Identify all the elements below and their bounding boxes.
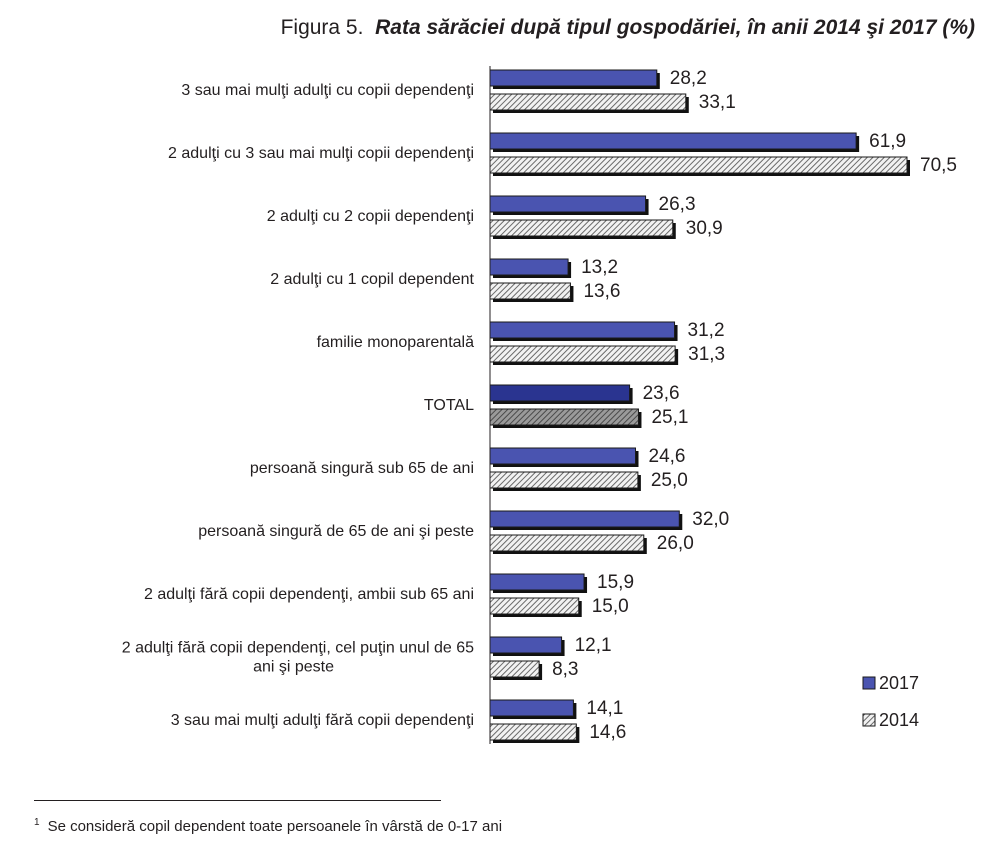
bar-2017 <box>489 132 857 150</box>
bar-2017 <box>489 510 680 528</box>
category-label-line: TOTAL <box>424 397 474 414</box>
value-label-2014: 26,0 <box>657 533 694 554</box>
value-label-2017: 14,1 <box>586 698 623 719</box>
category-label: persoană singură de 65 de ani şi peste <box>198 523 474 540</box>
legend: 2017 2014 <box>862 673 919 730</box>
legend-label-2017: 2017 <box>879 673 919 693</box>
bar-2017 <box>489 258 569 276</box>
category-label-line: 2 adulţi fără copii dependenţi, ambii su… <box>144 586 474 603</box>
footnote-text: Se consideră copil dependent toate perso… <box>47 818 503 835</box>
category-label: 3 sau mai mulţi adulţi cu copii dependen… <box>181 82 474 99</box>
value-label-2017: 13,2 <box>581 257 618 278</box>
bar-2014 <box>489 597 580 615</box>
bar-2014 <box>489 282 571 300</box>
category-label: 3 sau mai mulţi adulţi fără copii depend… <box>171 712 474 729</box>
category-label-line: 3 sau mai mulţi adulţi cu copii dependen… <box>181 82 474 99</box>
bar-2017 <box>489 321 676 339</box>
value-label-2014: 33,1 <box>699 92 736 113</box>
bar-chart: 3 sau mai mulţi adulţi cu copii dependen… <box>122 66 957 744</box>
value-label-2014: 8,3 <box>552 659 578 680</box>
category-label: familie monoparentală <box>317 334 475 351</box>
category-label-line: 2 adulţi cu 1 copil dependent <box>270 271 474 288</box>
category-label: 2 adulţi fără copii dependenţi, cel puţi… <box>122 640 474 676</box>
bar-2014 <box>489 93 687 111</box>
value-label-2017: 32,0 <box>692 509 729 530</box>
chart-title: Figura 5. Rata sărăciei după tipul gospo… <box>0 16 975 40</box>
category-label: TOTAL <box>424 397 474 414</box>
bar-2014 <box>489 471 639 489</box>
value-label-2017: 24,6 <box>649 446 686 467</box>
category-label-line: 3 sau mai mulţi adulţi fără copii depend… <box>171 712 474 729</box>
bar-layer: 3 sau mai mulţi adulţi cu copii dependen… <box>122 66 957 744</box>
footnote-marker: 1 <box>34 817 40 828</box>
category-label: 2 adulţi cu 2 copii dependenţi <box>267 208 474 225</box>
bar-2017 <box>489 699 574 717</box>
bar-2017 <box>489 195 647 213</box>
bar-2014 <box>489 723 577 741</box>
category-label-line: familie monoparentală <box>317 334 475 351</box>
bar-2014 <box>489 534 645 552</box>
bar-2014 <box>489 660 540 678</box>
value-label-2014: 15,0 <box>592 596 629 617</box>
bar-2017 <box>489 384 631 402</box>
bar-2014 <box>489 408 639 426</box>
legend-label-2014: 2014 <box>879 710 919 730</box>
bar-2014 <box>489 345 676 363</box>
category-label: 2 adulţi fără copii dependenţi, ambii su… <box>144 586 474 603</box>
bar-2017 <box>489 636 563 654</box>
category-label-line: persoană singură sub 65 de ani <box>250 460 474 477</box>
value-label-2014: 14,6 <box>589 722 626 743</box>
value-label-2017: 31,2 <box>688 320 725 341</box>
value-label-2014: 25,1 <box>651 407 688 428</box>
category-label-line: 2 adulţi cu 3 sau mai mulţi copii depend… <box>168 145 474 162</box>
value-label-2014: 31,3 <box>688 344 725 365</box>
bar-2014 <box>489 156 908 174</box>
bar-2017 <box>489 573 585 591</box>
value-label-2014: 70,5 <box>920 155 957 176</box>
figure-number: Figura 5. <box>280 16 364 39</box>
category-label: persoană singură sub 65 de ani <box>250 460 474 477</box>
value-label-2014: 13,6 <box>583 281 620 302</box>
legend-swatch-2017 <box>862 676 876 690</box>
bar-2014 <box>489 219 674 237</box>
value-label-2014: 25,0 <box>651 470 688 491</box>
value-label-2017: 12,1 <box>575 635 612 656</box>
value-label-2014: 30,9 <box>686 218 723 239</box>
category-label: 2 adulţi cu 3 sau mai mulţi copii depend… <box>168 145 474 162</box>
category-label-line: 2 adulţi cu 2 copii dependenţi <box>267 208 474 225</box>
bar-2017 <box>489 447 637 465</box>
value-label-2017: 28,2 <box>670 68 707 89</box>
footnote: 1 Se consideră copil dependent toate pers… <box>34 817 503 835</box>
value-label-2017: 61,9 <box>869 131 906 152</box>
category-label-line: persoană singură de 65 de ani şi peste <box>198 523 474 540</box>
category-label: 2 adulţi cu 1 copil dependent <box>270 271 474 288</box>
footnote-divider <box>34 800 441 801</box>
figure-title: Rata sărăciei după tipul gospodăriei, în… <box>375 16 975 39</box>
value-label-2017: 15,9 <box>597 572 634 593</box>
bar-2017 <box>489 69 658 87</box>
value-label-2017: 26,3 <box>659 194 696 215</box>
category-label-line: ani şi peste <box>253 659 334 676</box>
category-label-line: 2 adulţi fără copii dependenţi, cel puţi… <box>122 640 474 657</box>
legend-swatch-2014 <box>862 713 876 727</box>
value-label-2017: 23,6 <box>643 383 680 404</box>
